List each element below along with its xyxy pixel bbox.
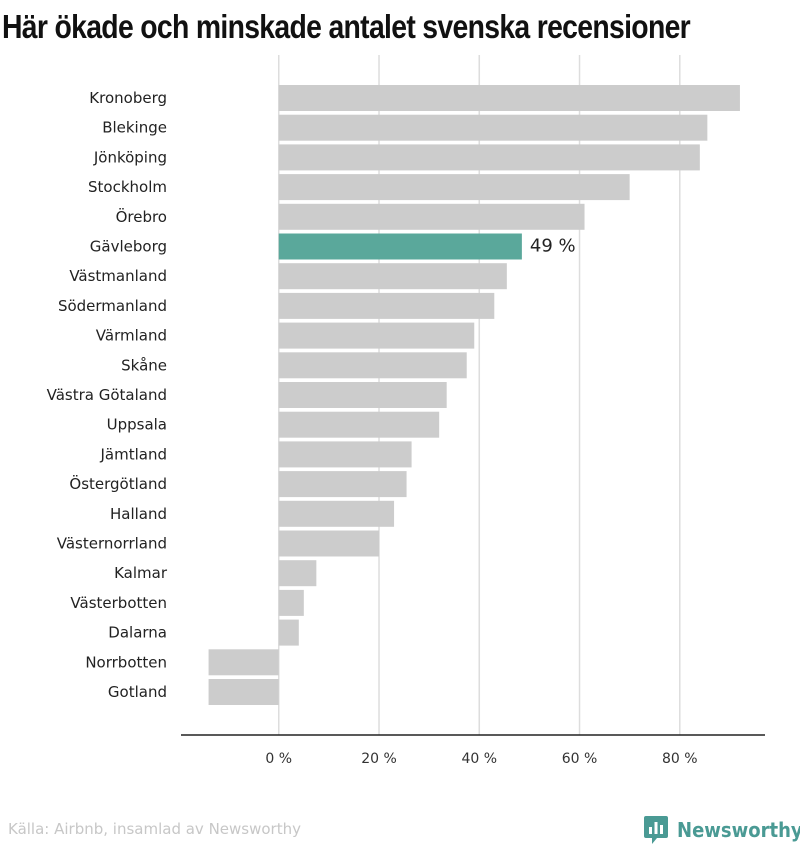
bars (208, 85, 740, 705)
category-label: Örebro (116, 207, 167, 226)
bar (278, 589, 304, 616)
x-tick-label: 0 % (265, 751, 292, 767)
category-label: Kronoberg (89, 89, 167, 107)
category-label: Gävleborg (90, 238, 167, 256)
bar (278, 619, 299, 646)
bar (278, 441, 412, 468)
bar-chart: Kronoberg Blekinge Jönköping Stockholm Örebr… (47, 55, 765, 767)
bar (278, 530, 380, 557)
category-label: Värmland (96, 327, 167, 345)
category-label: Västmanland (69, 267, 167, 285)
category-label: Södermanland (58, 297, 167, 315)
category-label: Blekinge (102, 119, 167, 137)
category-label: Uppsala (107, 416, 167, 434)
bar (278, 471, 407, 498)
bar (278, 500, 395, 527)
bar (278, 85, 740, 111)
bar (278, 322, 475, 349)
bar (278, 292, 495, 319)
bar (278, 560, 317, 587)
bar (278, 352, 467, 379)
x-tick-label: 20 % (361, 751, 397, 767)
chart-title: Här ökade och minskade antalet svenska r… (2, 8, 691, 45)
bar (278, 203, 585, 230)
bar (208, 649, 279, 676)
category-label: Östergötland (69, 474, 167, 493)
category-label: Jämtland (100, 445, 168, 463)
category-label: Halland (110, 505, 167, 523)
category-label: Jönköping (93, 148, 167, 166)
bar (278, 233, 522, 260)
bar (278, 411, 440, 438)
newsworthy-logo[interactable]: Newsworthy (643, 813, 800, 847)
bar (278, 144, 700, 171)
source-note: Källa: Airbnb, insamlad av Newsworthy (8, 820, 301, 838)
bar (208, 679, 279, 705)
category-label: Västernorrland (57, 535, 167, 553)
bar (278, 382, 447, 408)
x-tick-label: 80 % (662, 751, 698, 767)
bar (278, 263, 507, 290)
category-label: Skåne (121, 356, 167, 374)
x-axis: 0 % 20 % 40 % 60 % 80 % (181, 734, 765, 767)
category-label: Kalmar (114, 564, 168, 582)
bar (278, 174, 630, 201)
category-label: Västerbotten (70, 594, 167, 612)
highlight-value-label: 49 % (530, 236, 576, 257)
bar (278, 114, 708, 141)
category-label: Stockholm (88, 178, 167, 196)
brand-name: Newsworthy (677, 818, 800, 842)
category-label: Norrbotten (85, 653, 167, 671)
category-label: Gotland (108, 683, 167, 701)
category-label: Västra Götaland (47, 386, 167, 404)
category-labels: Kronoberg Blekinge Jönköping Stockholm Örebr… (47, 89, 576, 701)
bar-chart-logo-icon (644, 816, 668, 844)
category-label: Dalarna (108, 624, 167, 642)
x-tick-label: 40 % (461, 751, 497, 767)
x-tick-label: 60 % (562, 751, 598, 767)
